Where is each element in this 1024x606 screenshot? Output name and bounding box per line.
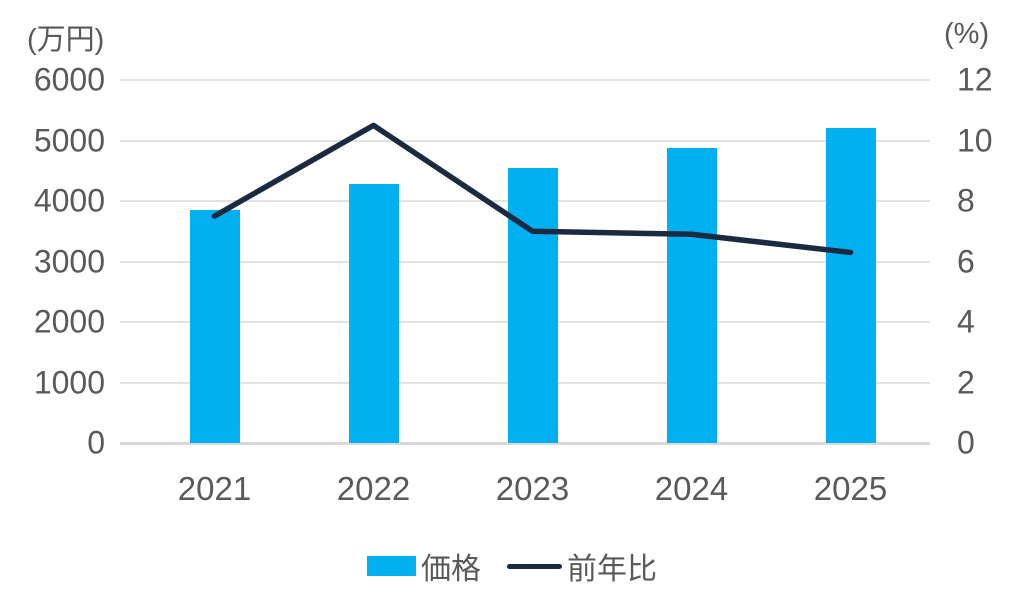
right-axis-tick: 6	[957, 243, 975, 279]
right-axis-tick: 12	[957, 61, 993, 98]
legend-label-yoy: 前年比	[567, 553, 657, 586]
line-series	[211, 122, 854, 256]
right-axis-tick: 0	[957, 424, 975, 461]
right-axis-unit: (%)	[944, 18, 990, 50]
right-axis-tick: 10	[957, 122, 993, 158]
legend-item-yoy: 前年比	[507, 544, 657, 588]
gridline	[120, 139, 930, 142]
x-axis-label-2022: 2022	[336, 470, 411, 507]
left-axis-tick: 4000	[33, 182, 105, 219]
bar-2024	[666, 147, 717, 443]
bar-2021	[189, 210, 240, 443]
bar-series-swatch-icon	[367, 556, 416, 576]
plot-area	[120, 79, 930, 445]
legend-item-price: 価格	[367, 544, 481, 588]
bar-2025	[825, 128, 876, 443]
left-axis-tick: 0	[87, 424, 105, 461]
gridline	[120, 79, 930, 81]
right-axis-tick: 8	[957, 182, 975, 219]
legend-label-price: 価格	[421, 553, 481, 586]
x-axis-label-2025: 2025	[813, 470, 888, 507]
left-axis-tick: 5000	[33, 122, 105, 158]
right-axis-tick: 4	[957, 303, 975, 340]
x-axis-label-2024: 2024	[654, 470, 729, 507]
x-axis-label-2023: 2023	[495, 470, 570, 507]
left-axis-unit: (万円)	[27, 24, 105, 56]
bar-2023	[507, 167, 558, 443]
line-series-swatch-icon	[507, 563, 562, 569]
left-axis-tick: 1000	[33, 364, 105, 400]
bar-2022	[348, 184, 399, 443]
left-axis-tick: 3000	[33, 243, 105, 279]
left-axis-tick: 2000	[33, 303, 105, 340]
legend: 価格 前年比	[0, 544, 1024, 588]
right-axis-tick: 2	[957, 364, 975, 400]
left-axis-tick: 6000	[33, 61, 105, 98]
x-axis-line	[120, 442, 930, 445]
x-axis-label-2021: 2021	[177, 470, 252, 507]
yoy-line	[211, 122, 854, 256]
